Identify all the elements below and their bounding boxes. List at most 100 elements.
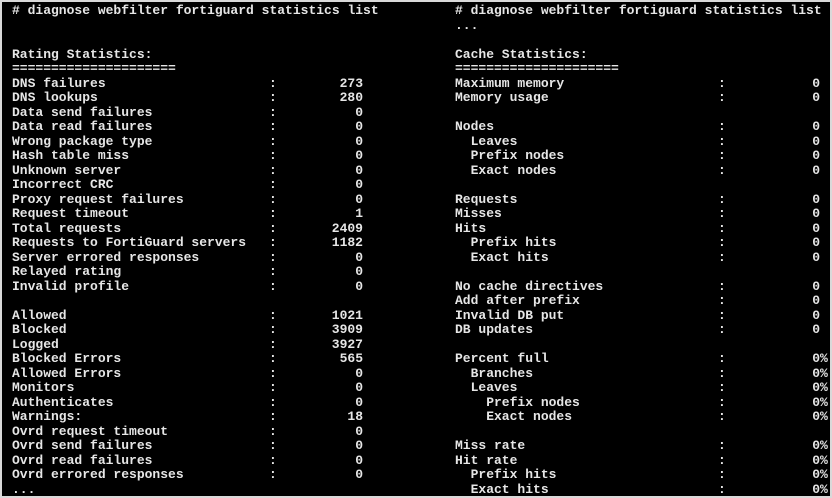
stat-label: Add after prefix <box>455 293 580 308</box>
stat-row: Unknown server: 0 <box>12 163 379 179</box>
stat-label: Leaves <box>455 133 518 149</box>
stat-label: Logged <box>12 336 59 352</box>
stat-value: 0 <box>355 467 363 482</box>
stat-label: Prefix nodes <box>455 394 580 410</box>
stat-label: Data read failures <box>12 119 153 134</box>
stat-value: 0 <box>355 278 363 294</box>
stat-value: 0 <box>812 307 820 323</box>
colon-separator: : <box>718 191 726 207</box>
blank-line <box>455 425 828 440</box>
stat-label: Warnings: <box>12 409 83 424</box>
stat-row: Nodes: 0 <box>455 119 828 135</box>
colon-separator: : <box>269 452 277 468</box>
colon-separator: : <box>718 90 726 105</box>
blank-line <box>455 33 828 48</box>
stat-row: Hits: 0 <box>455 220 828 237</box>
colon-separator: : <box>269 191 277 207</box>
stat-label: Ovrd read failures <box>12 452 153 468</box>
stat-row: Ovrd request timeout: 0 <box>12 423 379 440</box>
stat-label: Misses <box>455 206 502 221</box>
stat-label: Requests <box>455 191 518 207</box>
stat-value: 0 <box>812 481 820 497</box>
stat-row: Proxy request failures: 0 <box>12 191 379 208</box>
stat-label: Total requests <box>12 220 122 236</box>
text-line: Cache Statistics: <box>455 46 588 62</box>
stat-value: 565 <box>339 351 363 366</box>
percent-sign: % <box>820 380 828 395</box>
stat-value: 3909 <box>331 322 363 337</box>
stat-label: Ovrd request timeout <box>12 423 169 439</box>
stat-row: Server errored responses: 0 <box>12 249 379 266</box>
colon-separator: : <box>269 220 277 236</box>
command-line: # diagnose webfilter fortiguard statisti… <box>455 3 822 18</box>
rating-statistics-output: # diagnose webfilter fortiguard statisti… <box>12 3 379 496</box>
stat-row: Miss rate: 0% <box>455 438 828 454</box>
stat-value: 0 <box>812 278 820 294</box>
stat-value: 0 <box>812 293 820 308</box>
colon-separator: : <box>718 307 726 323</box>
stat-label: Miss rate <box>455 438 526 453</box>
stat-row: DNS failures: 273 <box>12 75 379 92</box>
percent-sign: % <box>820 351 828 366</box>
blank-line <box>12 294 379 309</box>
stat-value: 0 <box>355 119 363 134</box>
colon-separator: : <box>269 307 277 323</box>
stat-row: Percent full: 0% <box>455 351 828 367</box>
stat-row: No cache directives: 0 <box>455 278 828 295</box>
stat-row: Data send failures: 0 <box>12 104 379 121</box>
stat-label: Invalid profile <box>12 278 130 294</box>
stat-label: Exact hits <box>455 249 549 265</box>
blank-line <box>12 19 379 34</box>
colon-separator: : <box>269 148 277 163</box>
colon-separator: : <box>718 438 726 453</box>
stat-label: Data send failures <box>12 104 153 120</box>
blank-line <box>455 265 828 280</box>
stat-value: 0 <box>812 75 820 91</box>
stat-row: Wrong package type: 0 <box>12 134 379 150</box>
stat-label: Percent full <box>455 351 549 366</box>
stat-value: 0 <box>812 133 820 149</box>
stat-label: Request timeout <box>12 206 130 221</box>
stat-row: Monitors: 0 <box>12 380 379 396</box>
stat-label: Hash table miss <box>12 148 130 163</box>
colon-separator: : <box>718 365 726 381</box>
stat-value: 273 <box>339 75 363 91</box>
stat-row: Total requests: 2409 <box>12 220 379 237</box>
colon-separator: : <box>269 351 277 366</box>
colon-separator: : <box>269 467 277 482</box>
colon-separator: : <box>718 380 726 395</box>
blank-line <box>455 106 828 121</box>
colon-separator: : <box>269 438 277 453</box>
stat-row: Misses: 0 <box>455 206 828 222</box>
stat-row: Requests: 0 <box>455 191 828 208</box>
stat-row: Relayed rating: 0 <box>12 264 379 280</box>
colon-separator: : <box>269 249 277 265</box>
stat-label: Leaves <box>455 380 518 395</box>
stat-row: Prefix hits: 0 <box>455 235 828 251</box>
colon-separator: : <box>718 220 726 236</box>
colon-separator: : <box>718 351 726 366</box>
stat-row: Exact hits: 0% <box>455 481 828 497</box>
stat-value: 0 <box>812 90 820 105</box>
stat-value: 0 <box>812 467 820 482</box>
stat-value: 0 <box>355 177 363 192</box>
stat-value: 0 <box>355 394 363 410</box>
colon-separator: : <box>718 206 726 221</box>
stat-value: 0 <box>355 104 363 120</box>
stat-row: DNS lookups: 280 <box>12 90 379 106</box>
stat-row: Logged: 3927 <box>12 336 379 353</box>
stat-row: Incorrect CRC: 0 <box>12 177 379 193</box>
colon-separator: : <box>718 162 726 178</box>
command-line: # diagnose webfilter fortiguard statisti… <box>12 3 379 18</box>
stat-row: Blocked: 3909 <box>12 322 379 338</box>
stat-row: Hash table miss: 0 <box>12 148 379 164</box>
colon-separator: : <box>269 409 277 424</box>
panel-lines: Rating Statistics: ===================== D… <box>12 19 379 496</box>
stat-row: Blocked Errors: 565 <box>12 351 379 367</box>
percent-sign: % <box>820 481 828 497</box>
stat-label: Server errored responses <box>12 249 200 265</box>
stat-value: 0 <box>812 220 820 236</box>
stat-row: Prefix nodes: 0% <box>455 394 828 411</box>
stat-label: Monitors <box>12 380 75 395</box>
